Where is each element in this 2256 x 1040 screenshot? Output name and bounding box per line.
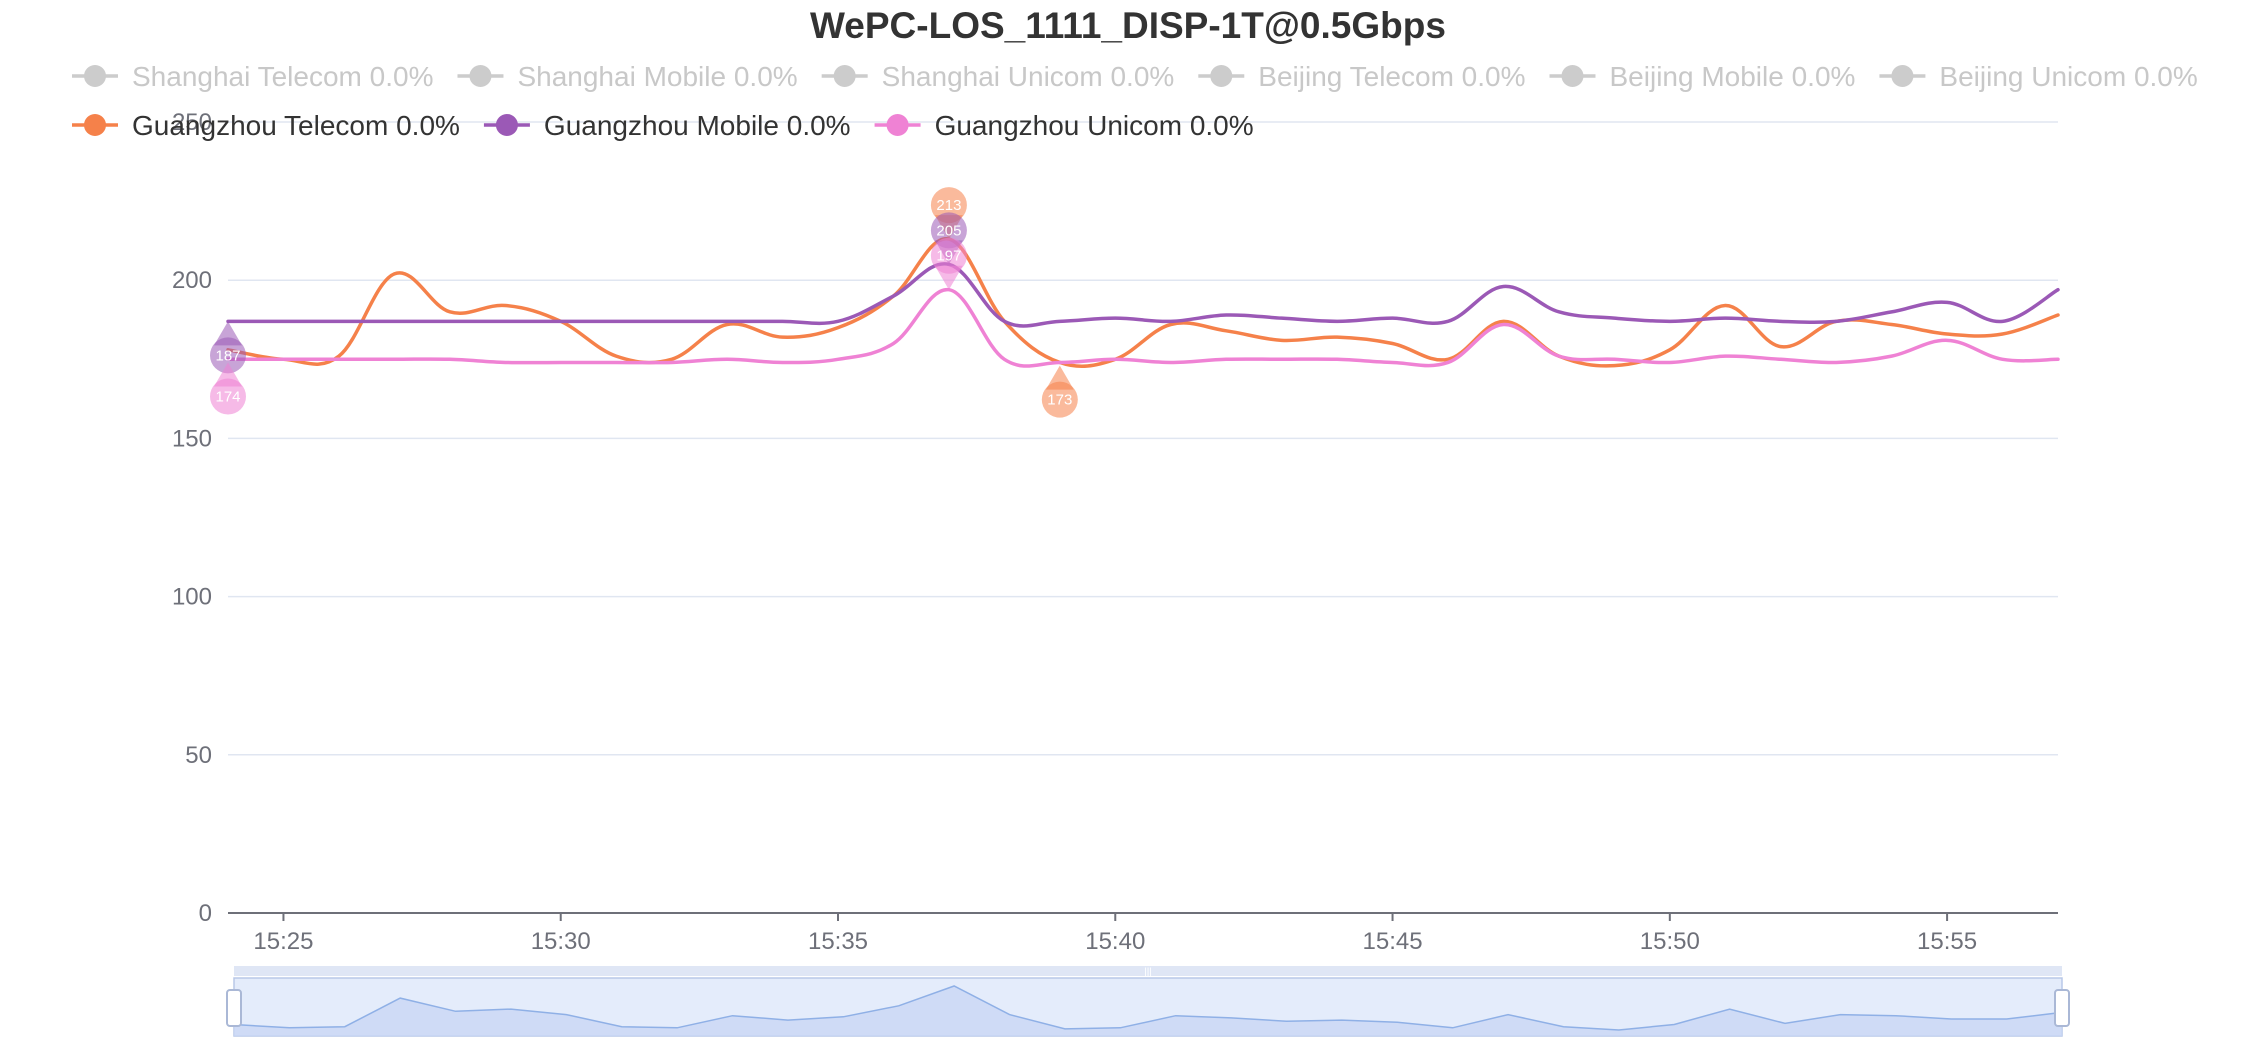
legend-item-beijing-telecom[interactable]: Beijing Telecom 0.0%	[1198, 61, 1526, 92]
legend-dot	[886, 114, 909, 136]
series-line-guangzhou-mobile	[226, 262, 2060, 328]
legend-label: Guangzhou Mobile 0.0%	[544, 110, 851, 141]
x-tick-label: 15:45	[1363, 928, 1423, 955]
legend-label: Shanghai Unicom 0.0%	[882, 61, 1175, 92]
legend-item-shanghai-mobile[interactable]: Shanghai Mobile 0.0%	[457, 61, 798, 92]
mark-point-label: 173	[1047, 392, 1072, 409]
mark-point-min-guangzhou-telecom: 173	[1041, 365, 1078, 418]
data-zoom-grip-icon: |||	[1144, 967, 1152, 978]
mark-point-label: 205	[936, 222, 961, 239]
legend-label: Beijing Unicom 0.0%	[1939, 61, 2197, 92]
legend-dot	[1561, 65, 1584, 87]
series-line-guangzhou-telecom	[226, 237, 2060, 369]
data-zoom-move-handle[interactable]	[234, 966, 2062, 976]
mark-point-label: 174	[215, 388, 240, 405]
legend-item-guangzhou-telecom[interactable]: Guangzhou Telecom 0.0%	[72, 110, 460, 141]
legend[interactable]: Shanghai Telecom 0.0% Shanghai Mobile 0.0…	[72, 61, 2198, 141]
mark-point-label: 187	[215, 347, 240, 364]
data-zoom-slider[interactable]: |||	[226, 966, 2070, 1037]
legend-dot	[495, 114, 518, 136]
legend-dot	[84, 114, 106, 136]
mark-point-label: 213	[936, 197, 961, 214]
legend-item-guangzhou-mobile[interactable]: Guangzhou Mobile 0.0%	[483, 110, 851, 141]
mark-point-bubble	[210, 378, 246, 415]
legend-item-shanghai-unicom[interactable]: Shanghai Unicom 0.0%	[821, 61, 1175, 92]
axes: 0 50 100 150 200 250 15:25 15:30 15:35 15:40 15:45…	[172, 109, 2058, 955]
legend-label: Shanghai Telecom 0.0%	[132, 61, 433, 92]
legend-dot	[469, 65, 492, 87]
mark-point-bubble	[1041, 381, 1078, 418]
legend-label: Beijing Telecom 0.0%	[1258, 61, 1525, 92]
x-tick-label: 15:40	[1085, 928, 1145, 955]
legend-item-beijing-mobile[interactable]: Beijing Mobile 0.0%	[1549, 61, 1856, 92]
grid-lines	[228, 121, 2058, 756]
y-tick-label: 50	[185, 742, 212, 769]
mark-points: 213 205 197 173 187 174	[210, 187, 1078, 418]
legend-item-shanghai-telecom[interactable]: Shanghai Telecom 0.0%	[72, 61, 433, 92]
x-tick-label: 15:35	[808, 928, 868, 955]
mark-point-min-guangzhou-unicom: 174	[210, 362, 246, 415]
x-tick-label: 15:50	[1640, 928, 1700, 955]
data-zoom-preview-area	[234, 986, 2062, 1036]
mark-point-bubble	[930, 187, 967, 224]
series-lines	[226, 237, 2060, 369]
legend-label: Beijing Mobile 0.0%	[1610, 61, 1856, 92]
legend-label: Guangzhou Telecom 0.0%	[132, 110, 460, 141]
legend-label: Shanghai Mobile 0.0%	[517, 61, 797, 92]
series-line-guangzhou-unicom	[226, 287, 2060, 368]
y-tick-label: 200	[172, 267, 212, 294]
x-tick-label: 15:55	[1917, 928, 1977, 955]
data-zoom-preview-line	[233, 985, 2063, 1031]
mark-point-label: 197	[936, 248, 961, 265]
x-tick-label: 15:25	[253, 928, 313, 955]
y-tick-label: 100	[172, 584, 212, 611]
x-tick-label: 15:30	[531, 928, 591, 955]
data-zoom-end-handle[interactable]	[2054, 989, 2070, 1027]
data-zoom-start-handle[interactable]	[226, 989, 242, 1027]
chart-title: WePC-LOS_1111_DISP-1T@0.5Gbps	[810, 5, 1446, 46]
legend-item-beijing-unicom[interactable]: Beijing Unicom 0.0%	[1879, 61, 2198, 92]
legend-dot	[84, 65, 106, 87]
mark-point-bubble	[930, 212, 967, 249]
y-tick-label: 150	[172, 425, 212, 452]
legend-dot	[1210, 65, 1233, 87]
y-tick-label: 250	[172, 109, 212, 136]
legend-dot	[833, 65, 856, 87]
mark-point-bubble	[210, 337, 246, 374]
legend-label: Guangzhou Unicom 0.0%	[935, 110, 1254, 141]
mark-point-max-guangzhou-unicom: 197	[930, 237, 967, 290]
legend-item-guangzhou-unicom[interactable]: Guangzhou Unicom 0.0%	[874, 110, 1254, 141]
y-tick-label: 0	[199, 900, 212, 927]
mark-point-bubble	[930, 237, 967, 274]
mark-point-min-guangzhou-mobile: 187	[210, 321, 246, 374]
legend-dot	[1891, 65, 1914, 87]
